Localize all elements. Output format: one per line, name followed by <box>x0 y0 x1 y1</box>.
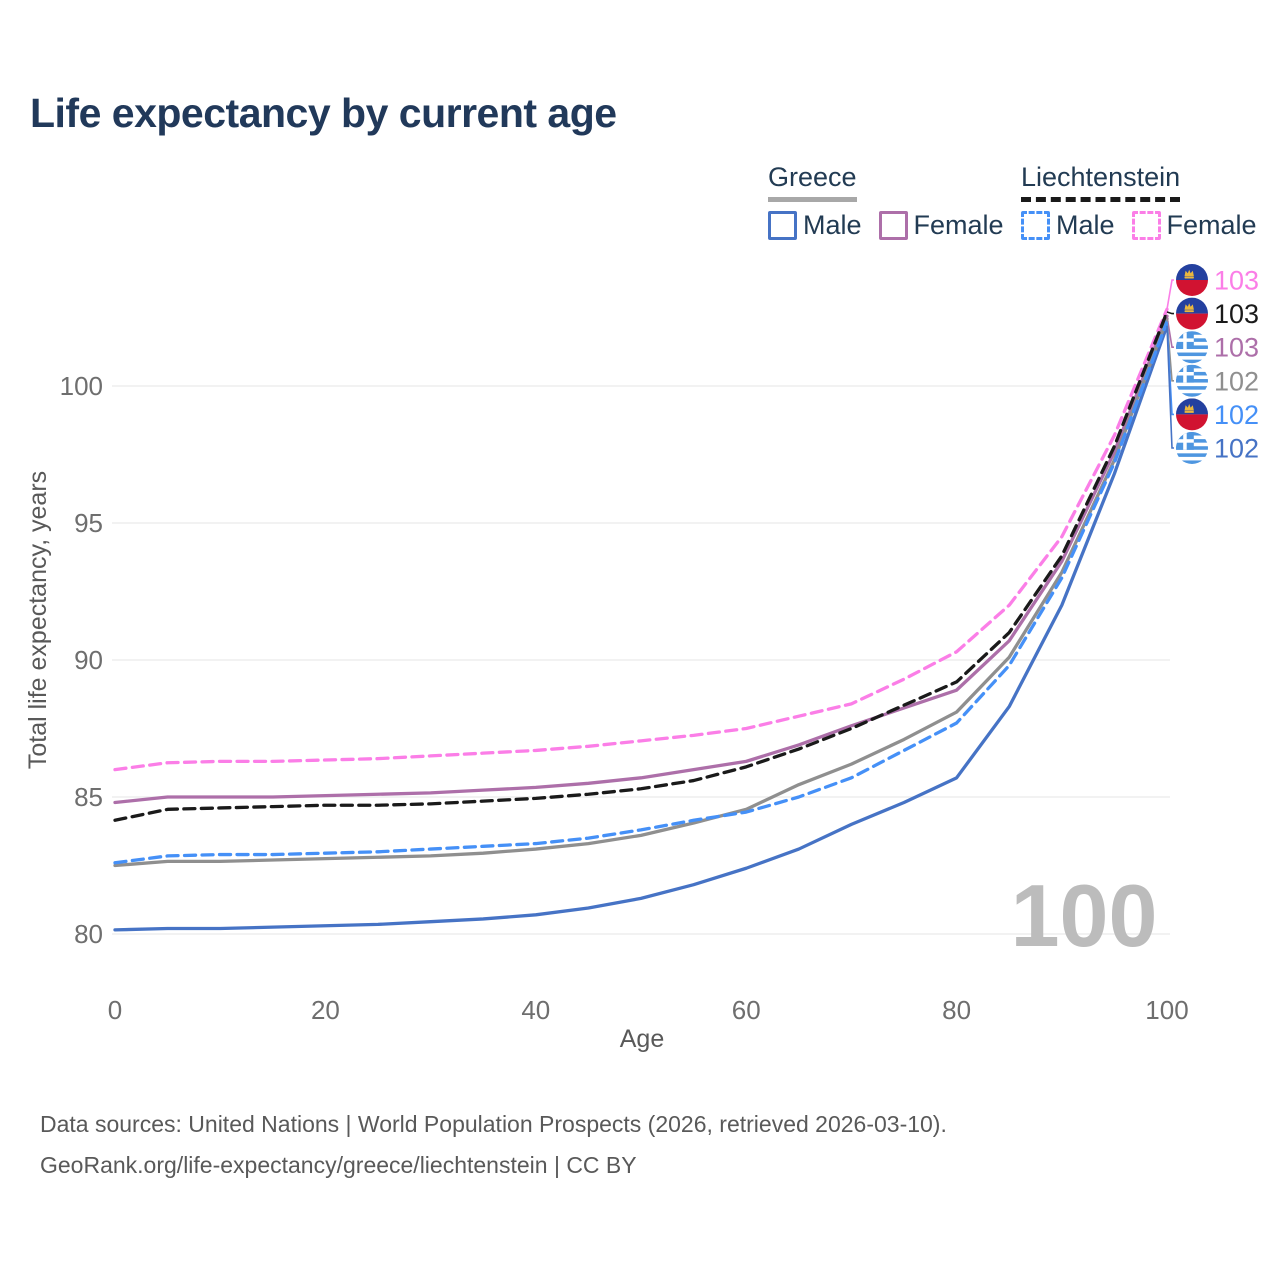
end-label-liechtenstein-female: 103 <box>1214 266 1259 296</box>
end-label-greece-female: 103 <box>1214 333 1259 363</box>
footer-attribution-url: GeoRank.org/life-expectancy/greece/liech… <box>40 1152 637 1178</box>
legend-item-liechtenstein-male[interactable]: Male <box>1021 210 1115 241</box>
watermark-age-100: 100 <box>1011 866 1158 965</box>
x-tick-0: 0 <box>108 995 122 1025</box>
y-tick-80: 80 <box>74 919 103 949</box>
end-connector-greece-female <box>1166 316 1174 349</box>
x-tick-80: 80 <box>942 995 971 1025</box>
liechtenstein-female-swatch <box>1131 211 1161 240</box>
liechtenstein-male-swatch <box>1021 211 1050 240</box>
y-tick-100: 100 <box>60 371 103 401</box>
grid: 80 85 90 95 100 0 20 40 60 80 100 <box>60 371 1189 1025</box>
series-line-liechtenstein-both-sexes[interactable] <box>113 310 1169 822</box>
y-tick-95: 95 <box>74 508 103 538</box>
greece-flag-icon <box>1176 331 1208 364</box>
y-axis-title: Total life expectancy, years <box>24 471 52 769</box>
liechtenstein-flag-icon <box>1176 297 1208 330</box>
x-tick-100: 100 <box>1145 995 1188 1025</box>
end-label-liechtenstein-both-sexes: 103 <box>1214 299 1259 329</box>
legend-item-label: Male <box>1056 210 1115 240</box>
legend-items-liechtenstein: Male Female <box>1021 210 1274 241</box>
legend-item-label: Male <box>803 210 862 240</box>
chart-title: Life expectancy by current age <box>30 90 617 136</box>
end-label-greece-male: 102 <box>1214 434 1259 464</box>
liechtenstein-flag-icon <box>1176 398 1208 431</box>
greece-flag-icon <box>1176 364 1208 397</box>
legend-country-liechtenstein[interactable]: Liechtenstein <box>1021 162 1181 202</box>
footer-data-sources: Data sources: United Nations | World Pop… <box>40 1111 947 1137</box>
x-tick-40: 40 <box>521 995 550 1025</box>
greece-flag-icon <box>1176 432 1208 464</box>
legend-item-greece-female[interactable]: Female <box>878 210 1004 241</box>
y-tick-85: 85 <box>74 782 103 812</box>
end-connector-liechtenstein-female <box>1166 279 1174 310</box>
legend-country-greece[interactable]: Greece <box>768 162 857 202</box>
legend-item-label: Female <box>913 210 1004 240</box>
y-tick-90: 90 <box>74 645 103 675</box>
end-label-liechtenstein-male: 102 <box>1214 400 1259 430</box>
legend-group-greece: Greece Male Female <box>768 162 1021 241</box>
legend-item-label: Female <box>1166 210 1257 240</box>
legend-items-greece: Male Female <box>768 210 1021 241</box>
series-line-greece-female[interactable] <box>113 314 1169 805</box>
legend-item-greece-male[interactable]: Male <box>768 210 862 241</box>
liechtenstein-flag-icon <box>1176 264 1208 296</box>
end-connector-liechtenstein-both-sexes <box>1166 311 1174 315</box>
series-line-liechtenstein-female[interactable] <box>113 307 1169 772</box>
x-tick-60: 60 <box>732 995 761 1025</box>
series-line-liechtenstein-male[interactable] <box>113 319 1169 865</box>
end-connector-greece-male <box>1166 325 1174 449</box>
legend-group-liechtenstein: Liechtenstein Male Female <box>1021 162 1274 241</box>
x-axis-title: Age <box>620 1025 664 1053</box>
x-tick-20: 20 <box>311 995 340 1025</box>
legend: Greece Male Female Liechtenstein Male Female <box>0 162 1280 242</box>
greece-female-swatch <box>878 211 908 240</box>
legend-item-liechtenstein-female[interactable]: Female <box>1131 210 1257 241</box>
series-line-greece-male[interactable] <box>113 324 1169 932</box>
greece-male-swatch <box>768 211 797 240</box>
series-line-greece-both-sexes[interactable] <box>113 317 1169 868</box>
end-label-greece-both-sexes: 102 <box>1214 366 1259 396</box>
footer: Data sources: United Nations | World Pop… <box>40 1104 947 1186</box>
